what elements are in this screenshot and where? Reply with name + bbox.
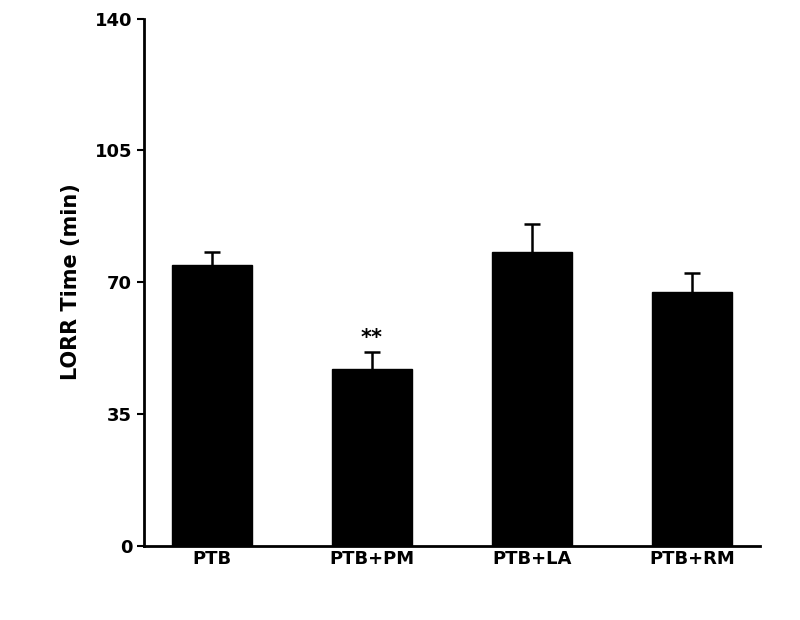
Text: **: ** [361,328,383,348]
Bar [492,252,572,546]
Bar [652,291,732,546]
Bar [172,265,252,546]
Bar [332,369,412,546]
Y-axis label: LORR Time (min): LORR Time (min) [61,184,81,381]
